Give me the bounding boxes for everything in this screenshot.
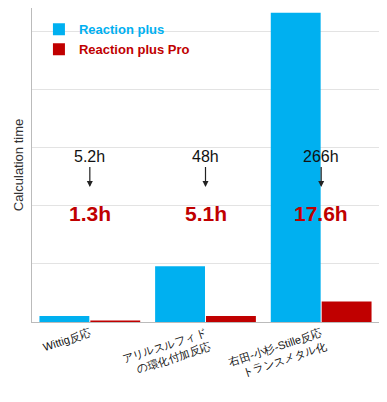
svg-text:Calculation time: Calculation time [11,119,26,212]
svg-text:1.3h: 1.3h [69,202,111,225]
svg-text:17.6h: 17.6h [294,202,348,225]
svg-text:右田-小杉-Stille反応トランスメタル化: 右田-小杉-Stille反応トランスメタル化 [227,326,328,381]
svg-text:Reaction plus: Reaction plus [79,22,164,37]
svg-text:5.1h: 5.1h [185,202,227,225]
svg-text:5.2h: 5.2h [74,148,105,165]
svg-text:266h: 266h [303,148,339,165]
svg-text:アリルスルフィドの環化付加反応: アリルスルフィドの環化付加反応 [120,326,212,378]
svg-text:Wittig反応: Wittig反応 [41,326,92,353]
svg-text:Reaction plus Pro: Reaction plus Pro [79,42,190,57]
svg-text:48h: 48h [192,148,219,165]
